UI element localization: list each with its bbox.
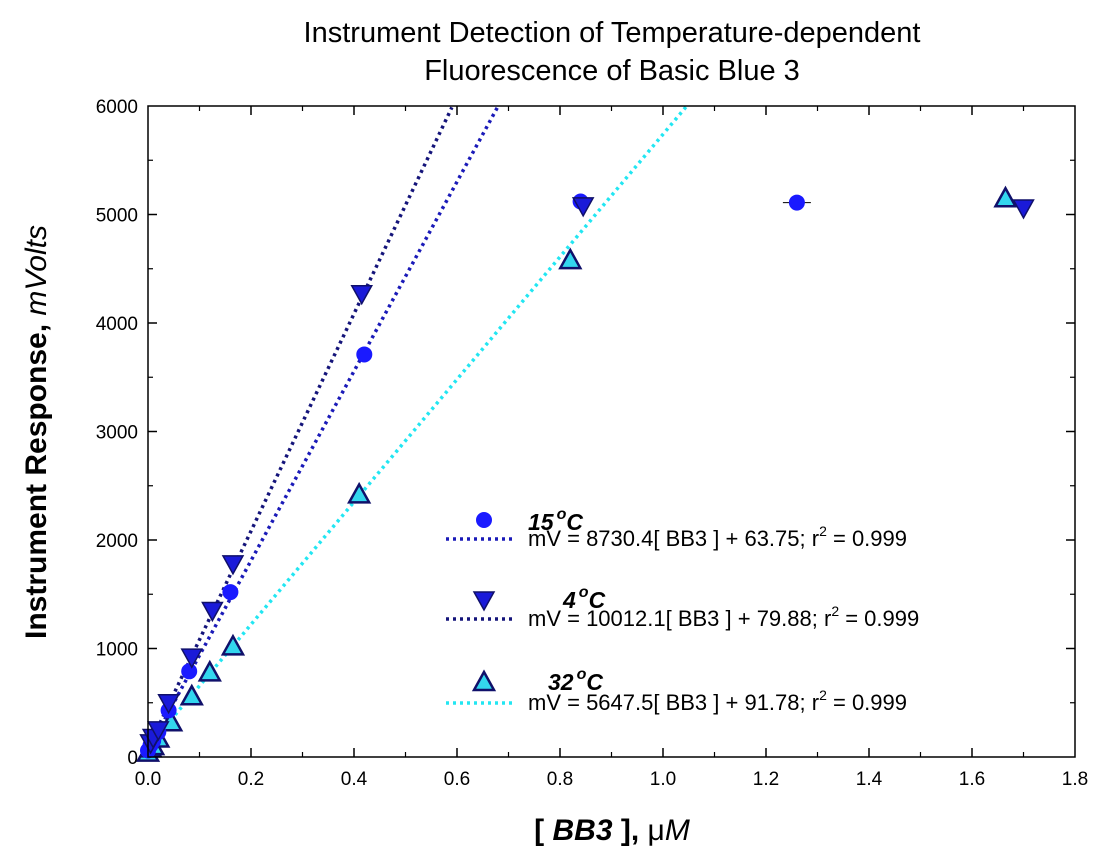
data-point (1012, 199, 1035, 220)
x-tick-label: 1.0 (650, 769, 676, 790)
y-tick-label: 1000 (96, 640, 138, 661)
y-tick-label: 6000 (96, 97, 138, 118)
plot-area (147, 105, 1076, 758)
data-point (157, 694, 180, 715)
legend-equation: mV = 8730.4[ BB3 ] + 63.75; r2 = 0.999 (528, 523, 907, 551)
chart-title: Instrument Detection of Temperature-depe… (304, 17, 921, 87)
data-point (993, 185, 1018, 208)
x-tick-label: 0.6 (444, 769, 470, 790)
legend-equation: mV = 5647.5[ BB3 ] + 91.78; r2 = 0.999 (528, 687, 907, 715)
legend-temperature: 15 oC (528, 506, 583, 535)
data-point (220, 633, 246, 656)
data-point (197, 659, 222, 682)
y-tick-label: 5000 (96, 206, 138, 227)
x-tick-label: 1.6 (959, 769, 985, 790)
legend-temperature: 32 oC (548, 666, 603, 695)
legend-equation: mV = 10012.1[ BB3 ] + 79.88; r2 = 0.999 (528, 603, 919, 631)
x-axis-title: [ BB3 ], μM (534, 814, 690, 847)
x-tick-label: 0.0 (135, 769, 161, 790)
data-point (788, 194, 805, 211)
y-tick-label: 2000 (96, 531, 138, 552)
chart-title-line-1: Instrument Detection of Temperature-depe… (304, 17, 921, 49)
data-point (350, 284, 373, 306)
x-tick-label: 1.2 (753, 769, 779, 790)
axis-ticks: 0.0 0.2 0.4 0.6 0.8 1.0 1.2 1.4 1.6 1.8 0 1000 2000 3… (96, 97, 1088, 790)
data-point (147, 721, 170, 742)
y-tick-label: 3000 (96, 423, 138, 444)
x-tick-label: 1.8 (1062, 769, 1088, 790)
x-tick-label: 1.4 (856, 769, 883, 790)
series-0-points (140, 193, 811, 759)
data-point (221, 555, 245, 576)
legend-marker (472, 591, 496, 612)
legend-temperature: 4 oC (562, 584, 606, 613)
data-point (347, 481, 372, 504)
data-point (558, 247, 583, 270)
legend-marker (471, 669, 497, 692)
y-tick-label: 0 (127, 748, 138, 769)
data-point (201, 601, 224, 623)
y-axis-title: Instrument Response, mVolts (20, 225, 53, 639)
y-tick-label: 4000 (96, 314, 138, 335)
data-point (222, 584, 239, 601)
data-point (181, 663, 198, 680)
x-tick-label: 0.8 (547, 769, 573, 790)
fit-lines (148, 106, 688, 751)
x-tick-label: 0.4 (341, 769, 368, 790)
data-point (571, 197, 595, 218)
x-tick-label: 0.2 (238, 769, 264, 790)
chart-title-line-2: Fluorescence of Basic Blue 3 (424, 55, 800, 87)
legend-marker (476, 512, 492, 528)
data-point (180, 648, 204, 669)
fit-line-series-0 (148, 106, 500, 751)
data-point (356, 346, 373, 363)
data-point (179, 683, 204, 706)
